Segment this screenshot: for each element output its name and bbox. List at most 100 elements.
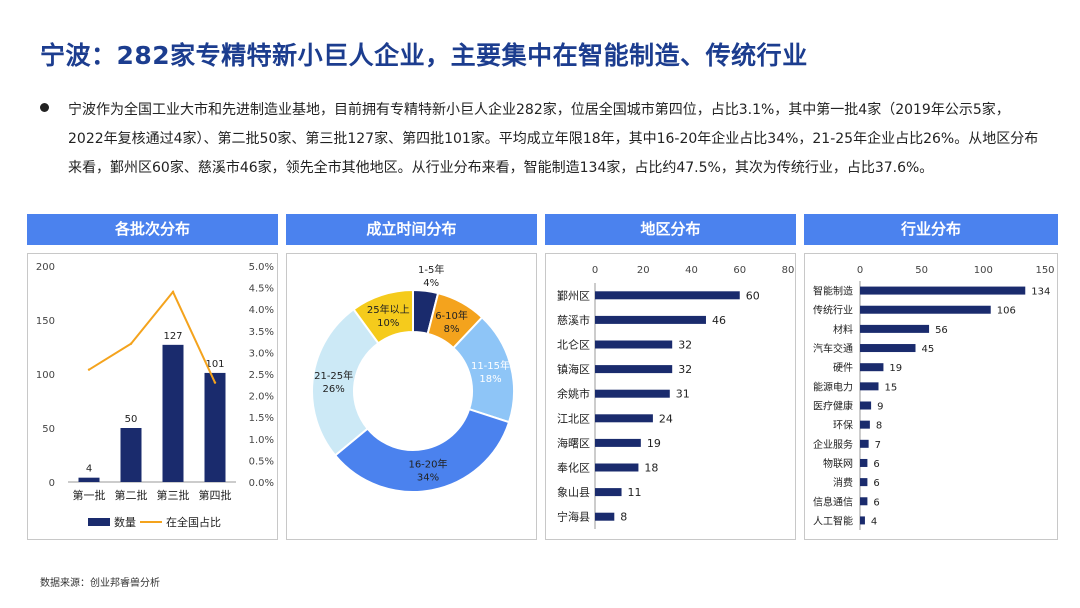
y-tick-label: 200 <box>36 262 55 273</box>
bar-value-label: 31 <box>676 388 690 401</box>
bar <box>860 478 868 487</box>
y2-tick-label: 4.5% <box>249 284 274 295</box>
category-label: 物联网 <box>823 457 853 470</box>
page-title: 宁波：282家专精特新小巨人企业，主要集中在智能制造、传统行业 <box>40 41 808 70</box>
bar <box>860 458 868 467</box>
founding-chart: 1-5年 4% 6-10年 8% 11-15年 18% 16-20年 34% 21-25年 26%… <box>311 263 515 493</box>
bar-value-label: 106 <box>997 306 1016 317</box>
bar-value-label: 15 <box>885 382 898 393</box>
x-tick-label: 50 <box>915 265 928 276</box>
panel-industry: 0 50 100 150 智能制造 134 传统行业 106 材料 56 汽车交通 45 硬件 19 能源电… <box>804 253 1058 540</box>
category-label: 奉化区 <box>557 461 590 475</box>
slice-label: 6-10年 <box>435 309 468 322</box>
bar <box>860 363 884 372</box>
bar-value-label: 45 <box>922 344 935 355</box>
line-point <box>129 342 133 345</box>
bar <box>204 372 226 482</box>
bar <box>595 463 639 472</box>
bar-value-label: 19 <box>647 437 661 450</box>
bar <box>78 477 100 482</box>
bar-value-label: 127 <box>163 331 182 342</box>
x-tick-label: 60 <box>733 265 746 276</box>
bar-value-label: 50 <box>125 414 138 425</box>
bar-value-label: 24 <box>659 412 673 425</box>
slice-pct-label: 8% <box>444 324 460 335</box>
category-label: 环保 <box>833 419 853 432</box>
bar <box>120 428 142 482</box>
bar-value-label: 4 <box>871 516 877 527</box>
category-label: 材料 <box>833 323 853 336</box>
bar-value-label: 8 <box>620 511 627 524</box>
category-label: 宁海县 <box>557 510 590 524</box>
bar-value-label: 19 <box>889 363 902 374</box>
bar <box>860 324 930 333</box>
share-line <box>88 290 216 384</box>
slice-label: 1-5年 <box>418 263 444 276</box>
bar-value-label: 8 <box>876 421 882 432</box>
slice-pct-label: 34% <box>417 473 439 484</box>
bar <box>860 439 869 448</box>
category-label: 智能制造 <box>813 285 853 298</box>
category-label: 江北区 <box>557 412 590 425</box>
donut-slice <box>333 407 511 493</box>
legend-line-label: 在全国占比 <box>166 515 221 529</box>
region-chart: 0 20 40 60 80 鄞州区 60 慈溪市 46 北仑区 32 镇海区 32 余姚市 31 江北区 24 海… <box>557 265 795 529</box>
category-label: 企业服务 <box>813 438 853 451</box>
category-label: 能源电力 <box>813 380 853 393</box>
bar-value-label: 32 <box>678 363 692 376</box>
category-label: 汽车交通 <box>813 342 853 355</box>
bar <box>162 344 184 482</box>
y2-tick-label: 5.0% <box>249 262 274 273</box>
y2-tick-label: 3.5% <box>249 327 274 338</box>
bar <box>595 340 673 349</box>
category-label: 余姚市 <box>557 387 590 401</box>
legend-bar-swatch <box>88 518 110 526</box>
category-label: 消费 <box>833 476 853 489</box>
bar-value-label: 134 <box>1031 287 1050 298</box>
slice-pct-label: 4% <box>423 278 439 289</box>
bar <box>595 315 706 324</box>
y-tick-label: 100 <box>36 370 55 381</box>
panel-region: 0 20 40 60 80 鄞州区 60 慈溪市 46 北仑区 32 镇海区 32 余姚市 31 江北区 24 海… <box>545 253 796 540</box>
x-tick-label: 第一批 <box>73 488 106 502</box>
x-tick-label: 80 <box>782 265 795 276</box>
bar <box>860 286 1026 295</box>
x-tick-label: 20 <box>637 265 650 276</box>
summary-text: 宁波作为全国工业大市和先进制造业基地，目前拥有专精特新小巨人企业282家，位居全… <box>68 102 1039 176</box>
y2-tick-label: 0.5% <box>249 456 274 467</box>
category-label: 硬件 <box>833 362 853 374</box>
bar-value-label: 11 <box>628 486 642 499</box>
y2-tick-label: 3.0% <box>249 348 274 359</box>
x-tick-label: 第三批 <box>157 488 190 502</box>
bar <box>860 382 879 391</box>
y2-tick-label: 1.0% <box>249 435 274 446</box>
summary-bullet: 宁波作为全国工业大市和先进制造业基地，目前拥有专精特新小巨人企业282家，位居全… <box>40 96 1040 183</box>
slice-label: 11-15年 <box>471 359 510 372</box>
x-tick-label: 150 <box>1035 265 1054 276</box>
bar-value-label: 60 <box>746 289 760 302</box>
x-tick-label: 第二批 <box>115 488 148 502</box>
bar-value-label: 7 <box>875 440 881 451</box>
bar <box>595 389 670 398</box>
bar <box>595 414 653 423</box>
panel-founding: 1-5年 4% 6-10年 8% 11-15年 18% 16-20年 34% 21-25年 26%… <box>286 253 537 540</box>
slice-pct-label: 10% <box>377 318 399 329</box>
slice-label: 21-25年 <box>314 369 353 382</box>
bar <box>860 420 870 429</box>
bar-value-label: 56 <box>935 325 948 336</box>
y2-tick-label: 4.0% <box>249 305 274 316</box>
y2-tick-label: 2.5% <box>249 370 274 381</box>
bar <box>860 497 868 506</box>
bar <box>860 516 865 525</box>
x-tick-label: 0 <box>592 265 598 276</box>
batch-chart: 0 50 100 150 200 0.0% 0.5% 1.0% 1.5% 2.0% 2.5% 3.0%… <box>36 262 274 529</box>
category-label: 北仑区 <box>557 338 590 352</box>
header-industry: 行业分布 <box>804 214 1058 245</box>
bar-value-label: 6 <box>873 478 879 489</box>
category-label: 海曙区 <box>557 436 590 450</box>
y-tick-label: 50 <box>42 424 55 435</box>
bar <box>595 291 740 300</box>
category-label: 医疗健康 <box>813 400 853 413</box>
y2-tick-label: 0.0% <box>249 478 274 489</box>
line-point <box>87 368 91 371</box>
